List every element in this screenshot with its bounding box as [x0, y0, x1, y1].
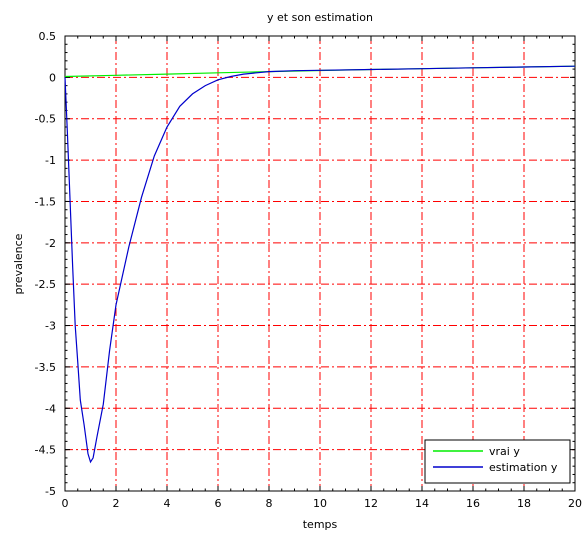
axis-ticks: 0 2 4 6 8 10 12 14 16 18 20 0.5 0 -0.5 -1 -1.5 -2 -2.5 -3 -…	[35, 30, 582, 510]
x-tick-label: 4	[164, 497, 171, 510]
series-line-2	[64, 65, 576, 464]
x-tick-label: 2	[113, 497, 120, 510]
legend-label: estimation y	[489, 461, 558, 474]
x-tick-label: 6	[215, 497, 222, 510]
x-tick-label: 20	[568, 497, 582, 510]
y-tick-label: -3.5	[35, 361, 56, 374]
y-tick-label: -1.5	[35, 195, 56, 208]
y-tick-label: -1	[45, 154, 56, 167]
y-tick-label: -3	[45, 320, 56, 333]
series-layer	[64, 65, 576, 464]
x-tick-label: 0	[62, 497, 69, 510]
y-tick-label: 0	[49, 71, 56, 84]
y-tick-label: 0.5	[39, 30, 57, 43]
x-axis-label: temps	[303, 518, 338, 531]
x-tick-label: 16	[466, 497, 480, 510]
x-tick-label: 12	[364, 497, 378, 510]
y-axis-label: prevalence	[12, 233, 25, 294]
legend-label: vrai y	[489, 445, 520, 458]
y-tick-label: -4.5	[35, 444, 56, 457]
grid	[65, 36, 575, 491]
y-tick-label: -4	[45, 402, 56, 415]
x-tick-label: 18	[517, 497, 531, 510]
y-tick-label: -0.5	[35, 113, 56, 126]
y-tick-label: -5	[45, 485, 56, 498]
y-tick-label: -2.5	[35, 278, 56, 291]
x-tick-label: 10	[313, 497, 327, 510]
chart-title: y et son estimation	[267, 11, 373, 24]
legend: vrai y estimation y	[424, 439, 571, 484]
x-tick-label: 8	[266, 497, 273, 510]
x-tick-label: 14	[415, 497, 429, 510]
legend-box	[424, 439, 571, 484]
y-tick-label: -2	[45, 237, 56, 250]
